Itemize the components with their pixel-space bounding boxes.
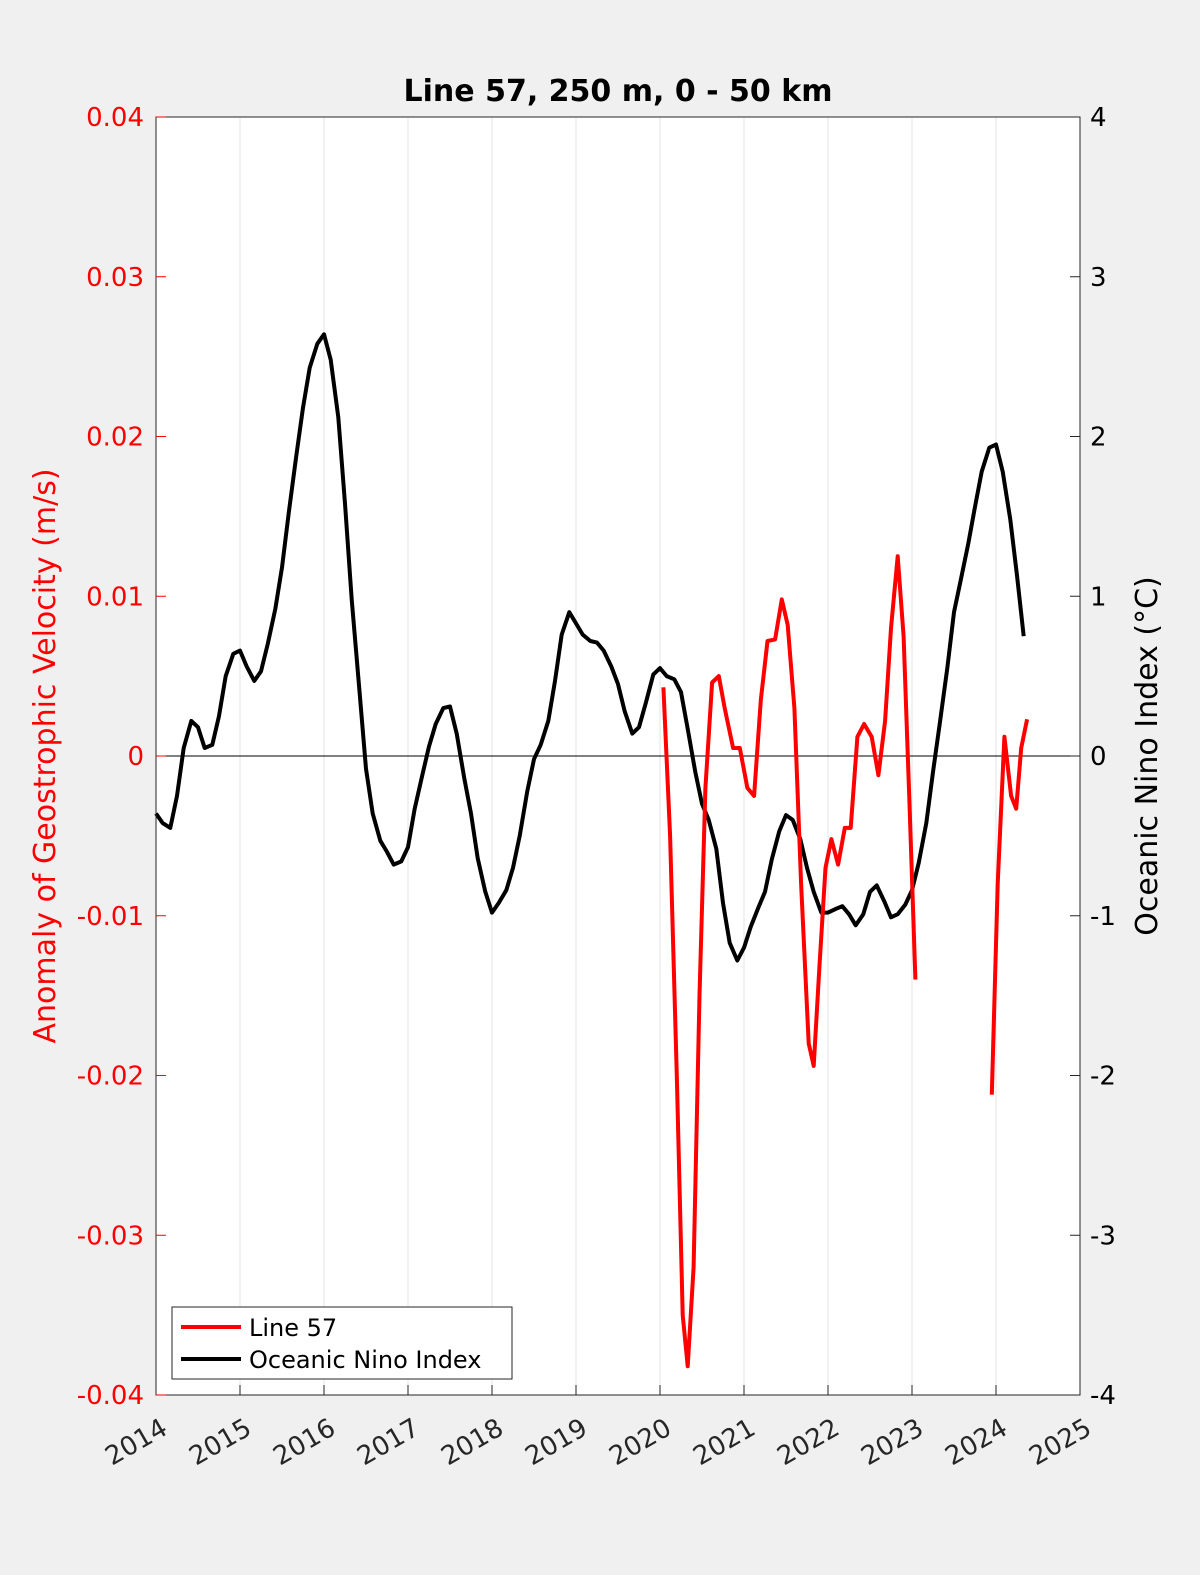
right-axis: -4 -3 -2 -1 0 1 2 3 4 bbox=[1070, 103, 1116, 1411]
left-tick-label: -0.04 bbox=[77, 1381, 144, 1411]
right-tick-label: -4 bbox=[1090, 1381, 1116, 1411]
legend: Line 57 Oceanic Nino Index bbox=[171, 1306, 513, 1380]
left-tick-label: 0.04 bbox=[86, 103, 144, 133]
right-tick-label: -3 bbox=[1090, 1221, 1116, 1251]
series-line-57-segment bbox=[661, 554, 918, 1369]
right-tick-label: 0 bbox=[1090, 742, 1107, 772]
right-tick-label: -2 bbox=[1090, 1062, 1116, 1092]
right-tick-label: 3 bbox=[1090, 263, 1107, 293]
right-tick-label: 2 bbox=[1090, 423, 1107, 453]
legend-box bbox=[171, 1306, 513, 1380]
legend-line-57-label: Line 57 bbox=[249, 1314, 337, 1342]
left-axis-label: Anomaly of Geostrophic Velocity (m/s) bbox=[28, 468, 63, 1043]
series-line-57-segment bbox=[989, 718, 1030, 1095]
left-tick-label: 0.01 bbox=[86, 582, 144, 612]
right-axis-label: Oceanic Nino Index (°C) bbox=[1130, 576, 1165, 936]
chart-title: Line 57, 250 m, 0 - 50 km bbox=[404, 74, 833, 109]
legend-oni-label: Oceanic Nino Index bbox=[249, 1346, 481, 1374]
series-oceanic-nino-index bbox=[154, 332, 1026, 963]
left-tick-label: -0.03 bbox=[77, 1221, 144, 1251]
left-tick-label: -0.02 bbox=[77, 1062, 144, 1092]
left-axis: -0.04 -0.03 -0.02 -0.01 0 0.01 0.02 0.03 0.04 bbox=[77, 103, 166, 1411]
left-tick-label: 0 bbox=[127, 742, 144, 772]
left-tick-label: 0.03 bbox=[86, 263, 144, 293]
series-layer bbox=[154, 332, 1030, 1369]
left-tick-label: 0.02 bbox=[86, 423, 144, 453]
right-tick-label: -1 bbox=[1090, 902, 1116, 932]
right-tick-label: 1 bbox=[1090, 582, 1107, 612]
left-tick-label: -0.01 bbox=[77, 902, 144, 932]
right-tick-label: 4 bbox=[1090, 103, 1107, 133]
